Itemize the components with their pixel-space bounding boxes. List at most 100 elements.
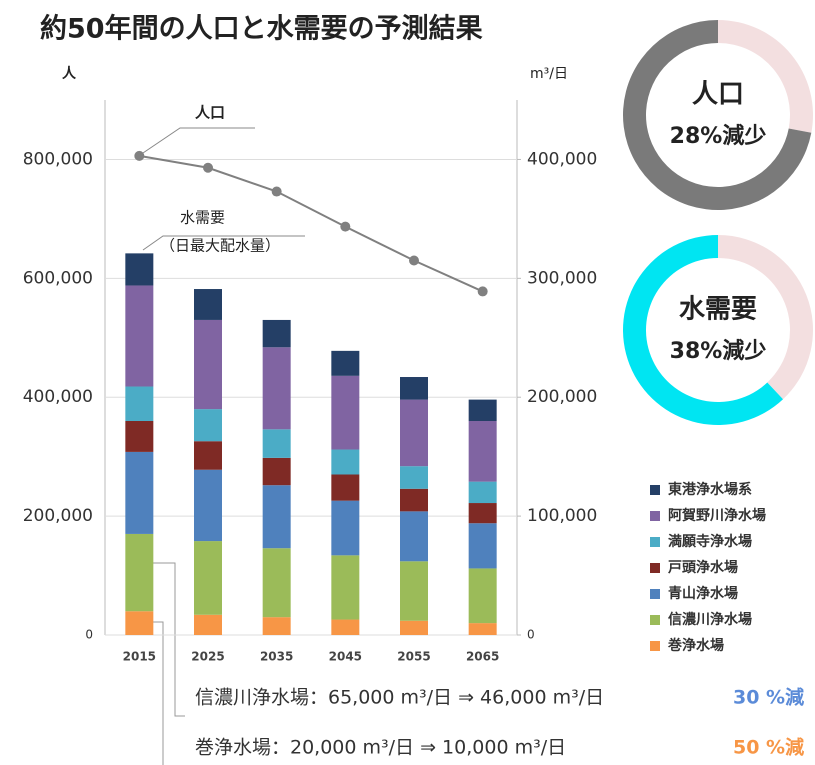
- bar-segment: [194, 469, 222, 542]
- legend-label: 巻浄水場: [668, 637, 724, 654]
- legend-label: 戸頭浄水場: [668, 559, 738, 576]
- bar-segment: [194, 614, 222, 635]
- bar-segment: [125, 253, 154, 286]
- bar-segment: [400, 561, 428, 621]
- bar-segment: [400, 377, 428, 400]
- x-tick-label: 2055: [397, 650, 430, 664]
- bar-segment: [468, 623, 497, 635]
- bar-segment: [125, 386, 154, 421]
- line-point: [271, 186, 282, 197]
- bar-segment: [331, 375, 360, 450]
- note-change: 30 %減: [733, 686, 804, 709]
- x-tick-label: 2025: [191, 650, 224, 664]
- legend-swatch: [650, 615, 660, 625]
- donut-label: 人口: [692, 80, 744, 110]
- bar-segment: [194, 409, 222, 442]
- bar-segment: [194, 319, 222, 410]
- legend-label: 満願寺浄水場: [668, 533, 752, 550]
- bar-segment: [400, 620, 428, 635]
- legend-label: 青山浄水場: [668, 585, 738, 602]
- annotation: （日最大配水量）: [160, 237, 280, 255]
- chart-title: 約50年間の人口と水需要の予測結果: [40, 13, 483, 45]
- y2-axis-unit: m³/日: [530, 66, 568, 82]
- donut-value: 38%減少: [670, 339, 767, 364]
- bar-segment: [468, 503, 497, 524]
- bar-segment: [262, 429, 291, 458]
- y-tick-label: 800,000: [23, 149, 93, 169]
- line-point: [409, 255, 419, 266]
- donut-label: 水需要: [679, 295, 757, 325]
- y-tick-label: 400,000: [23, 387, 93, 407]
- y-axis-unit: 人: [62, 65, 77, 82]
- note: 巻浄水場：20,000 m³/日 ⇒ 10,000 m³/日: [195, 737, 566, 759]
- line-label: 人口: [195, 104, 225, 122]
- bar-segment: [262, 347, 291, 430]
- bar-segment: [262, 319, 291, 348]
- note-change: 50 %減: [733, 736, 804, 759]
- bar-segment: [400, 466, 428, 489]
- bar-segment: [468, 421, 497, 482]
- bar-segment: [331, 619, 360, 635]
- y2-tick-label: 100,000: [527, 506, 597, 526]
- x-tick-label: 2035: [260, 650, 293, 664]
- donut-slice: [622, 235, 784, 426]
- legend-swatch: [650, 485, 660, 495]
- donut-slice: [718, 235, 813, 400]
- bar-segment: [468, 481, 497, 504]
- donut-slice: [718, 20, 813, 133]
- y2-tick-label: 200,000: [527, 387, 597, 407]
- bar-segment: [400, 488, 428, 512]
- y2-tick-label: 400,000: [527, 149, 597, 169]
- bar-segment: [262, 548, 291, 618]
- legend-swatch: [650, 641, 660, 651]
- bar-segment: [194, 541, 222, 615]
- x-tick-label: 2065: [466, 650, 499, 664]
- line: [139, 154, 484, 293]
- bar-segment: [125, 451, 154, 534]
- legend-label: 阿賀野川浄水場: [668, 507, 766, 524]
- bar-segment: [400, 511, 428, 562]
- bar-segment: [400, 399, 428, 467]
- bar-segment: [468, 523, 497, 569]
- bar-segment: [331, 500, 360, 556]
- x-tick-label: 2045: [329, 650, 362, 664]
- y-tick-label: 0: [85, 628, 93, 642]
- bar-segment: [331, 474, 360, 501]
- bar-segment: [125, 421, 154, 452]
- bar-segment: [468, 568, 497, 624]
- y2-tick-label: 300,000: [527, 268, 597, 288]
- bar-segment: [331, 555, 360, 620]
- bar-segment: [262, 457, 291, 486]
- leader-line: [142, 235, 305, 251]
- bar-segment: [125, 285, 154, 387]
- connector: [143, 621, 164, 765]
- annotation: 水需要: [180, 209, 225, 227]
- y-tick-label: 600,000: [23, 268, 93, 288]
- legend-swatch: [650, 511, 660, 521]
- x-tick-label: 2015: [123, 650, 156, 664]
- bar-segment: [468, 399, 497, 421]
- bar-segment: [331, 449, 360, 475]
- legend-swatch: [650, 589, 660, 599]
- legend-swatch: [650, 563, 660, 573]
- legend-swatch: [650, 537, 660, 547]
- bar-segment: [262, 485, 291, 549]
- bar-segment: [125, 611, 154, 635]
- y2-tick-label: 0: [527, 628, 535, 642]
- bar-segment: [125, 533, 154, 612]
- note: 信濃川浄水場：65,000 m³/日 ⇒ 46,000 m³/日: [195, 687, 604, 709]
- line-point: [134, 150, 145, 161]
- line-point: [203, 162, 213, 173]
- legend-label: 信濃川浄水場: [668, 611, 752, 628]
- donut-value: 28%減少: [670, 124, 767, 149]
- bar-segment: [262, 617, 291, 635]
- legend-label: 東港浄水場系: [668, 481, 752, 498]
- bar-segment: [194, 289, 222, 320]
- line-point: [340, 221, 351, 232]
- bar-segment: [331, 350, 360, 376]
- leader-line: [139, 127, 255, 156]
- y-tick-label: 200,000: [23, 506, 93, 526]
- connector: [143, 562, 185, 717]
- bar-segment: [194, 441, 222, 470]
